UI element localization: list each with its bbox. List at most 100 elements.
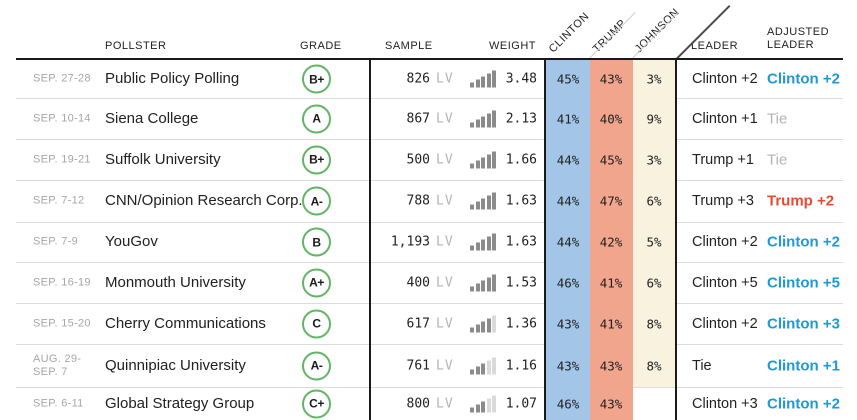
sample-size: 500 bbox=[406, 152, 430, 167]
weight-bar bbox=[486, 398, 491, 412]
weight-bars-icon bbox=[470, 395, 500, 412]
grade-badge: B+ bbox=[302, 64, 331, 94]
table-row: SEP. 10-14 Siena College A 867 LV 2.13 4… bbox=[0, 98, 857, 139]
weight-bar bbox=[470, 163, 474, 168]
sample-type-label: LV bbox=[436, 111, 454, 126]
table-row: SEP. 15-20 Cherry Communications C 617 L… bbox=[0, 303, 857, 344]
weight-bar bbox=[492, 395, 496, 412]
grade-badge: C bbox=[302, 309, 331, 338]
vertical-rule bbox=[369, 58, 371, 420]
pollster-name: Suffolk University bbox=[105, 150, 221, 168]
poll-date: SEP. 27-28 bbox=[33, 72, 91, 85]
clinton-percent: 43% bbox=[556, 358, 580, 373]
weight-bar bbox=[475, 201, 480, 210]
pollster-name: Monmouth University bbox=[105, 273, 246, 291]
leader-value: Trump +1 bbox=[692, 151, 754, 168]
weight-value: 1.36 bbox=[505, 316, 537, 331]
trump-percent: 43% bbox=[599, 396, 623, 411]
pollster-name: Cherry Communications bbox=[105, 314, 266, 332]
weight-bar bbox=[470, 204, 474, 210]
adjusted-leader-value: Tie bbox=[767, 110, 788, 127]
trump-percent: 42% bbox=[599, 234, 623, 250]
table-row: AUG. 29- SEP. 7 Quinnipiac University A-… bbox=[0, 344, 857, 387]
column-header-clinton: CLINTON bbox=[546, 10, 592, 56]
weight-bars-icon bbox=[470, 357, 500, 374]
weight-bar bbox=[486, 236, 491, 251]
weight-bar bbox=[475, 242, 480, 251]
weight-bar bbox=[486, 318, 491, 332]
row-separator bbox=[16, 262, 843, 263]
weight-bar bbox=[481, 76, 485, 88]
sample-size: 400 bbox=[406, 275, 430, 290]
weight-value: 1.63 bbox=[505, 193, 537, 209]
row-separator bbox=[16, 344, 843, 345]
clinton-column-band bbox=[546, 60, 590, 420]
sample-size: 1,193 bbox=[390, 234, 430, 250]
sample-size: 867 bbox=[406, 111, 430, 126]
clinton-percent: 44% bbox=[556, 234, 580, 250]
table-row: SEP. 19-21 Suffolk University B+ 500 LV … bbox=[0, 139, 857, 180]
clinton-percent: 43% bbox=[556, 316, 580, 331]
weight-bars-icon bbox=[470, 70, 500, 88]
weight-bar bbox=[486, 195, 491, 210]
weight-bars-icon bbox=[470, 110, 500, 127]
sample-size: 788 bbox=[406, 193, 430, 209]
leader-value: Tie bbox=[692, 357, 712, 374]
weight-value: 1.53 bbox=[505, 275, 537, 290]
weight-bars-icon bbox=[470, 274, 500, 291]
sample-size: 761 bbox=[406, 358, 430, 373]
weight-bar bbox=[470, 245, 474, 251]
adjusted-leader-value: Trump +2 bbox=[767, 192, 835, 210]
johnson-percent: 6% bbox=[646, 275, 662, 290]
johnson-percent: 3% bbox=[646, 152, 662, 167]
adjusted-leader-value: Tie bbox=[767, 151, 788, 168]
clinton-percent: 46% bbox=[556, 275, 580, 290]
weight-bar bbox=[475, 283, 480, 291]
trump-percent: 40% bbox=[599, 111, 623, 126]
poll-date: SEP. 6-11 bbox=[33, 397, 84, 409]
sample-size: 800 bbox=[406, 396, 430, 411]
weight-value: 1.07 bbox=[505, 396, 537, 411]
weight-bars-icon bbox=[470, 233, 500, 251]
weight-bar bbox=[492, 357, 496, 374]
row-separator bbox=[16, 303, 843, 304]
pollster-name: Siena College bbox=[105, 109, 199, 127]
weight-value: 2.13 bbox=[505, 111, 537, 126]
grade-badge: B+ bbox=[302, 145, 331, 174]
poll-date: SEP. 7-9 bbox=[33, 235, 79, 248]
clinton-percent: 45% bbox=[556, 71, 580, 87]
table-row: SEP. 7-12 CNN/Opinion Research Corp. A- … bbox=[0, 180, 857, 222]
weight-bar bbox=[486, 113, 491, 127]
trump-percent: 43% bbox=[599, 71, 623, 87]
sample-size: 617 bbox=[406, 316, 430, 331]
column-header-grade: GRADE bbox=[300, 40, 342, 52]
weight-bar bbox=[475, 366, 480, 374]
poll-date: SEP. 10-14 bbox=[33, 112, 91, 124]
grade-badge: A bbox=[302, 104, 331, 133]
sample-type-label: LV bbox=[436, 316, 454, 331]
pollster-name: Quinnipiac University bbox=[105, 356, 246, 374]
weight-bar bbox=[470, 369, 474, 374]
weight-bar bbox=[481, 401, 485, 412]
johnson-percent: 3% bbox=[646, 71, 662, 87]
grade-badge: A+ bbox=[302, 268, 331, 297]
grade-badge: C+ bbox=[302, 389, 331, 418]
row-separator bbox=[16, 98, 843, 99]
table-row: SEP. 16-19 Monmouth University A+ 400 LV… bbox=[0, 262, 857, 303]
weight-value: 1.16 bbox=[505, 358, 537, 373]
weight-bar bbox=[492, 233, 496, 251]
weight-bar bbox=[492, 315, 496, 332]
poll-date: SEP. 16-19 bbox=[33, 276, 91, 288]
table-row: SEP. 27-28 Public Policy Polling B+ 826 … bbox=[0, 60, 857, 98]
pollster-name: CNN/Opinion Research Corp. bbox=[105, 192, 303, 209]
leader-value: Clinton +2 bbox=[692, 234, 758, 250]
pollster-name: Public Policy Polling bbox=[105, 70, 240, 87]
weight-bar bbox=[481, 321, 485, 332]
trump-percent: 41% bbox=[599, 316, 623, 331]
adjusted-leader-value: Clinton +2 bbox=[767, 395, 840, 412]
pollster-name: YouGov bbox=[105, 233, 158, 250]
sample-type-label: LV bbox=[436, 275, 454, 290]
weight-bar bbox=[481, 239, 485, 251]
leader-value: Clinton +3 bbox=[692, 395, 758, 412]
